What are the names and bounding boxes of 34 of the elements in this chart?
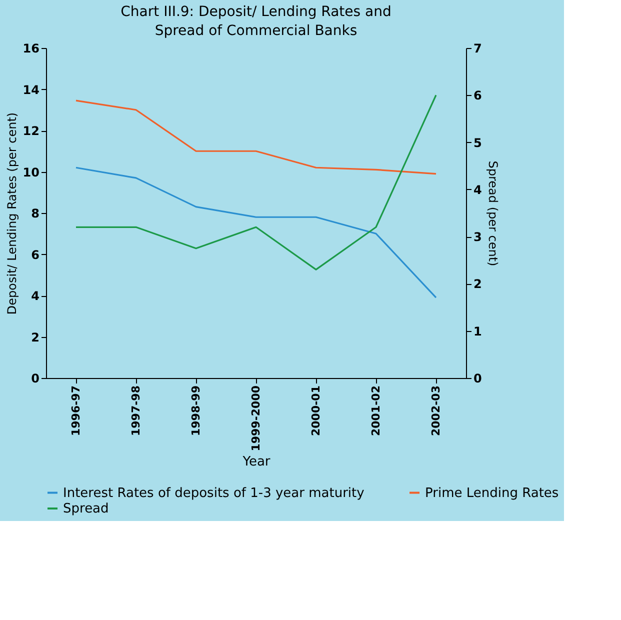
line-series	[75, 166, 437, 298]
y-tick-label: 16	[22, 42, 40, 56]
y-tick-label: 10	[22, 165, 40, 180]
y-tick-label: 12	[22, 124, 40, 138]
y2-tick-label: 3	[474, 230, 482, 244]
x-tick-label: 2001-02	[370, 386, 382, 436]
y2-tick-label: 6	[474, 88, 482, 103]
x-tick-label: 1996-97	[70, 386, 82, 436]
x-tick-label: 1999-2000	[250, 385, 262, 452]
x-tick-label: 1998-99	[190, 386, 202, 436]
y-axis-title: Deposit/ Lending Rates (per cent)	[4, 112, 19, 315]
x-tick-label: 1997-98	[130, 386, 142, 436]
legend-label: Interest Rates of deposits of 1-3 year maturity	[63, 486, 365, 501]
y-tick-label: 0	[31, 372, 40, 386]
y-tick-label: 8	[31, 206, 40, 220]
y-tick-label: 6	[31, 248, 40, 262]
line-series	[75, 100, 437, 175]
y-tick-label: 4	[31, 289, 40, 303]
y2-tick-label: 1	[474, 324, 482, 338]
y2-tick-label: 4	[474, 182, 482, 197]
legend-label: Spread	[63, 502, 109, 516]
y-tick-label: 2	[31, 330, 40, 344]
x-tick-label: 2000-01	[310, 386, 322, 436]
chart-title: Chart III.9: Deposit/ Lending Rates and Spread of Commercial Banks	[120, 4, 392, 39]
line-series	[75, 94, 437, 270]
x-axis-title: Year	[242, 454, 271, 470]
y-tick-label: 14	[22, 82, 40, 97]
x-tick-label: 2002-03	[430, 386, 442, 436]
y2-tick-label: 5	[474, 136, 482, 150]
y2-tick-label: 2	[474, 277, 482, 292]
y2-tick-label: 0	[474, 372, 482, 386]
y2-axis-title: Spread (per cent)	[486, 160, 500, 266]
y2-tick-label: 7	[474, 42, 482, 56]
legend-label: Prime Lending Rates	[425, 486, 559, 501]
